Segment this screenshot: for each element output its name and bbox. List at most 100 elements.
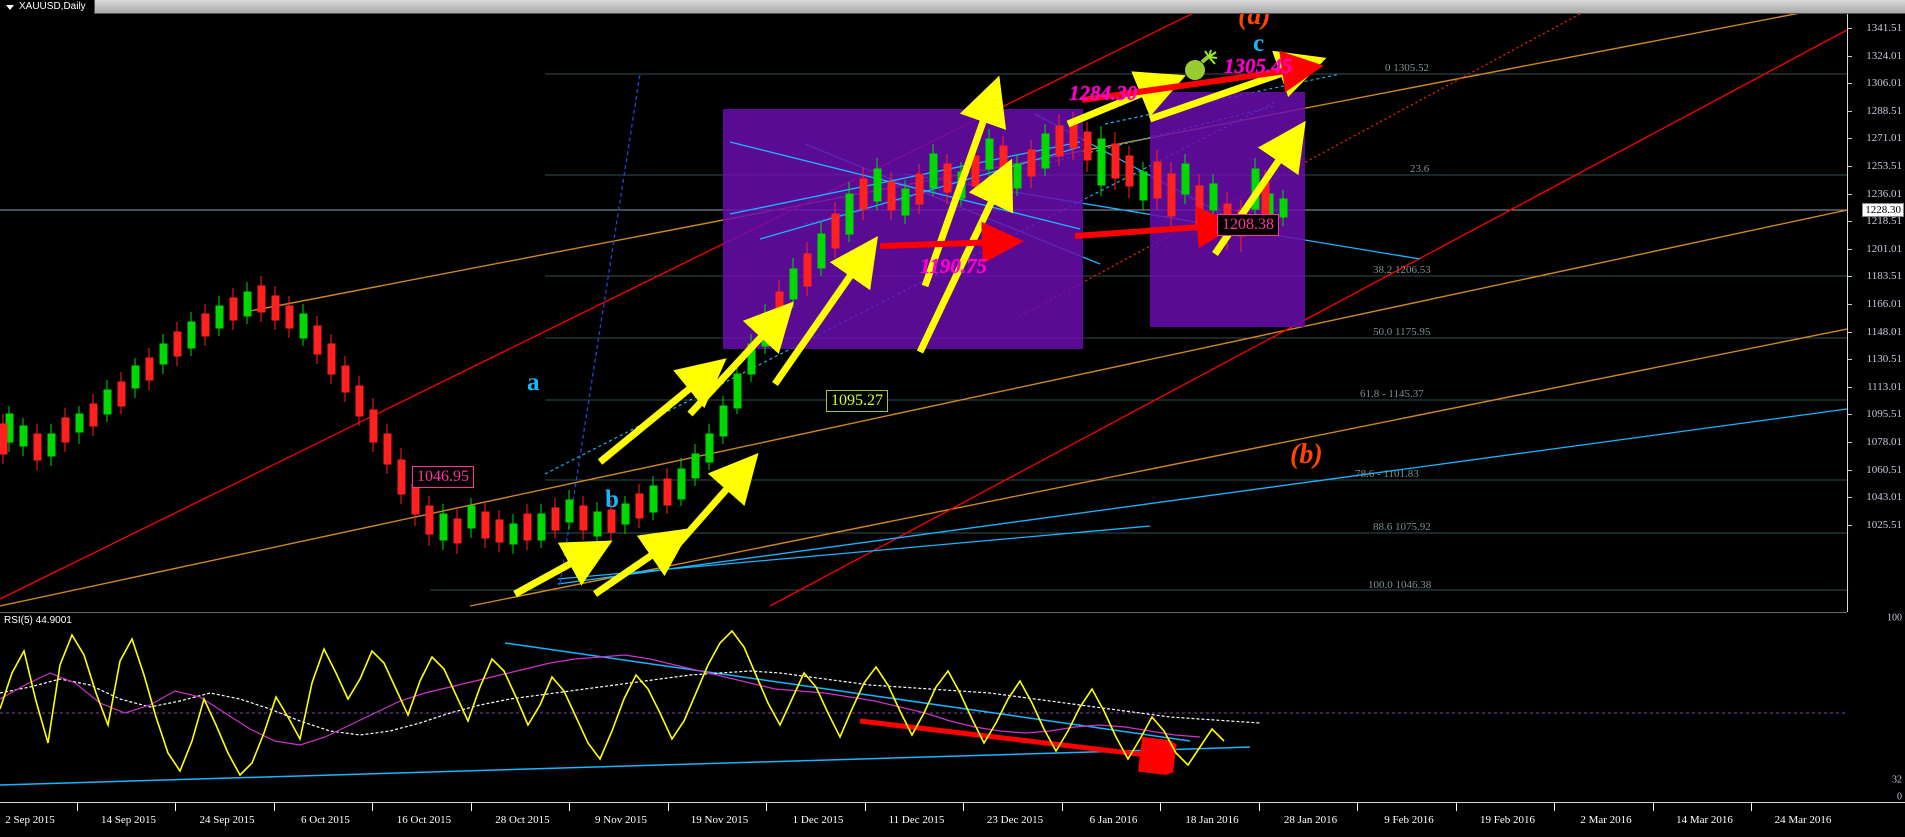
fib-label-618: 61.8 - 1145.37 [1360, 388, 1424, 400]
price-axis-label: 1183.51 [1866, 270, 1902, 283]
time-axis-label: 24 Mar 2016 [1774, 814, 1832, 826]
current-price-label: 1228.30 [1862, 203, 1904, 217]
price-axis-label: 1341.51 [1866, 22, 1902, 34]
price-axis-label: 1253.51 [1866, 160, 1902, 172]
price-axis-label: 1306.01 [1866, 77, 1902, 90]
wave-a-label: (a) [1238, 14, 1271, 31]
rsi-signal-line [0, 654, 1201, 746]
blue-dashed-line [559, 73, 641, 585]
price-box-1095: 1095.27 [826, 390, 888, 412]
price-axis-tick [1848, 497, 1852, 499]
time-axis-tick [1455, 803, 1457, 811]
time-axis-tick [569, 803, 570, 811]
rsi-main-line [0, 629, 1225, 777]
price-axis-tick [1848, 276, 1852, 278]
price-axis-label: 1148.01 [1866, 325, 1902, 338]
time-axis-tick [963, 803, 964, 811]
fib-label-382: 38.2 1206.53 [1373, 264, 1431, 276]
price-axis-label: 1060.51 [1866, 463, 1902, 476]
price-axis-label: 1078.01 [1866, 436, 1902, 448]
caret-down-icon[interactable] [6, 4, 14, 10]
sub-wave-c-label: c [1253, 30, 1265, 57]
candlestick-series [0, 112, 1288, 554]
time-axis-label: 24 Sep 2015 [199, 814, 255, 826]
time-axis-tick [175, 803, 176, 811]
price-box-1046: 1046.95 [412, 466, 474, 488]
price-chart-canvas [0, 14, 1847, 607]
time-axis[interactable]: 2 Sep 2015 14 Sep 2015 24 Sep 2015 6 Oct 20… [0, 802, 1905, 837]
time-axis-tick [76, 803, 78, 811]
fib-label-236: 23.6 [1410, 163, 1430, 175]
price-axis-tick [1848, 469, 1852, 471]
fib-label-0: 0 1305.52 [1385, 62, 1429, 74]
price-axis-label: 1043.01 [1866, 491, 1902, 504]
time-axis-label: 19 Feb 2016 [1480, 814, 1535, 826]
symbol-tab-label: XAUUSD,Daily [19, 1, 86, 12]
wave-b-label: (b) [1290, 439, 1323, 470]
price-axis-tick [1848, 248, 1852, 250]
red-trendlines [0, 14, 1847, 607]
price-axis-label: 1271.01 [1866, 132, 1902, 145]
price-axis-tick [1848, 166, 1852, 167]
time-axis-label: 28 Jan 2016 [1283, 814, 1338, 826]
price-axis-tick [1848, 414, 1852, 416]
price-axis-tick [1848, 138, 1852, 140]
price-axis-label: 1166.01 [1866, 298, 1902, 310]
yellow-impulse-arrows [513, 50, 1327, 598]
time-axis-tick [1258, 803, 1260, 811]
price-axis-tick [1848, 331, 1852, 333]
price-axis-label: 1095.51 [1866, 408, 1902, 421]
rsi-indicator-pane[interactable]: RSI(5) 44.9001 [0, 612, 1847, 802]
price-annotation-1305: 1305.45 [1224, 54, 1293, 78]
price-axis-label: 1324.01 [1866, 49, 1902, 62]
time-axis-tick [1061, 803, 1063, 811]
rsi-white-average [0, 670, 1261, 736]
time-axis-tick [1554, 803, 1555, 811]
price-axis-label: 1130.51 [1866, 353, 1902, 366]
price-annotation-1284: 1284.30 [1069, 81, 1138, 105]
rsi-title: RSI(5) 44.9001 [4, 615, 72, 626]
fib-label-786: 78.6 - 1101.83 [1355, 468, 1419, 480]
symbol-tab[interactable]: XAUUSD,Daily [0, 0, 95, 14]
time-axis-tick [1357, 803, 1358, 811]
price-axis-tick [1848, 83, 1852, 85]
time-axis-tick [273, 803, 275, 811]
sub-wave-a-label: a [527, 369, 540, 396]
fib-label-886: 88.6 1075.92 [1373, 521, 1431, 533]
price-axis-label: 1201.01 [1866, 242, 1902, 255]
price-axis-tick [1848, 221, 1852, 223]
fib-label-500: 50.0 1175.95 [1373, 326, 1431, 338]
rsi-axis: 100 32 0 [1847, 612, 1905, 803]
rsi-axis-label: 0 [1897, 791, 1902, 803]
time-axis-tick [766, 803, 767, 811]
time-axis-tick [1751, 803, 1752, 811]
time-axis-label: 19 Nov 2015 [690, 814, 749, 826]
price-axis-tick [1848, 386, 1852, 388]
price-chart-pane[interactable]: 0 1305.52 23.6 38.2 1206.53 50.0 1175.95… [0, 14, 1847, 608]
price-axis-tick [1848, 28, 1852, 29]
time-axis-label: 23 Dec 2015 [986, 814, 1044, 826]
rsi-cyan-trendlines [0, 642, 1251, 786]
time-axis-label: 2 Sep 2015 [5, 814, 55, 826]
time-axis-tick [1652, 803, 1654, 811]
time-axis-label: 14 Sep 2015 [101, 814, 156, 826]
time-axis-label: 1 Dec 2015 [792, 814, 844, 826]
time-axis-label: 9 Nov 2015 [595, 814, 647, 826]
price-axis-label: 1025.51 [1866, 518, 1902, 531]
rsi-axis-label: 32 [1892, 774, 1902, 786]
time-axis-label: 6 Jan 2016 [1089, 814, 1138, 826]
time-axis-label: 11 Dec 2015 [888, 814, 945, 826]
sub-wave-b-label: b [605, 486, 619, 513]
time-axis-label: 6 Oct 2015 [301, 814, 350, 826]
time-axis-label: 16 Oct 2015 [396, 814, 452, 826]
time-axis-tick [372, 803, 373, 811]
window-titlebar [0, 0, 1905, 14]
rsi-axis-label: 100 [1887, 612, 1902, 624]
time-axis-tick [667, 803, 669, 811]
price-axis-tick [1848, 304, 1852, 305]
price-axis-tick [1848, 359, 1852, 361]
time-axis-tick [1160, 803, 1161, 811]
fib-label-1000: 100.0 1046.38 [1368, 579, 1432, 591]
price-axis-tick [1848, 193, 1852, 195]
rsi-canvas [0, 629, 1847, 786]
